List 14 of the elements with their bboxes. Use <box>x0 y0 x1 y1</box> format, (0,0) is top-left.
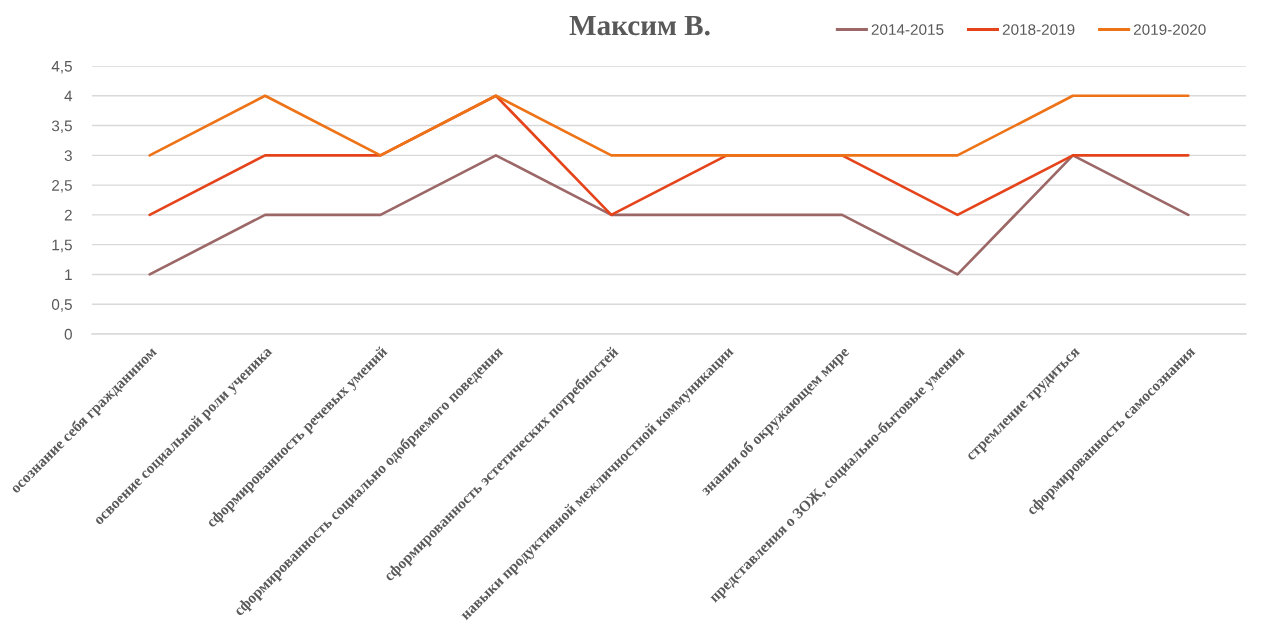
y-tick-label: 3 <box>64 150 72 162</box>
legend-label: 2018-2019 <box>1002 24 1075 35</box>
y-tick-label: 0 <box>64 328 72 340</box>
legend-label: 2014-2015 <box>871 24 944 35</box>
y-tick-label: 4 <box>64 90 73 102</box>
y-tick-label: 2 <box>64 209 72 221</box>
y-tick-label: 0,5 <box>51 299 72 312</box>
y-tick-label: 1 <box>65 269 72 280</box>
chart-title: Максим В. <box>569 15 710 36</box>
y-tick-label: 4,5 <box>51 61 72 74</box>
legend-label: 2019-2020 <box>1133 24 1206 35</box>
y-tick-label: 3,5 <box>51 120 72 134</box>
y-tick-label: 2,5 <box>52 179 72 193</box>
y-tick-label: 1,5 <box>52 239 72 253</box>
